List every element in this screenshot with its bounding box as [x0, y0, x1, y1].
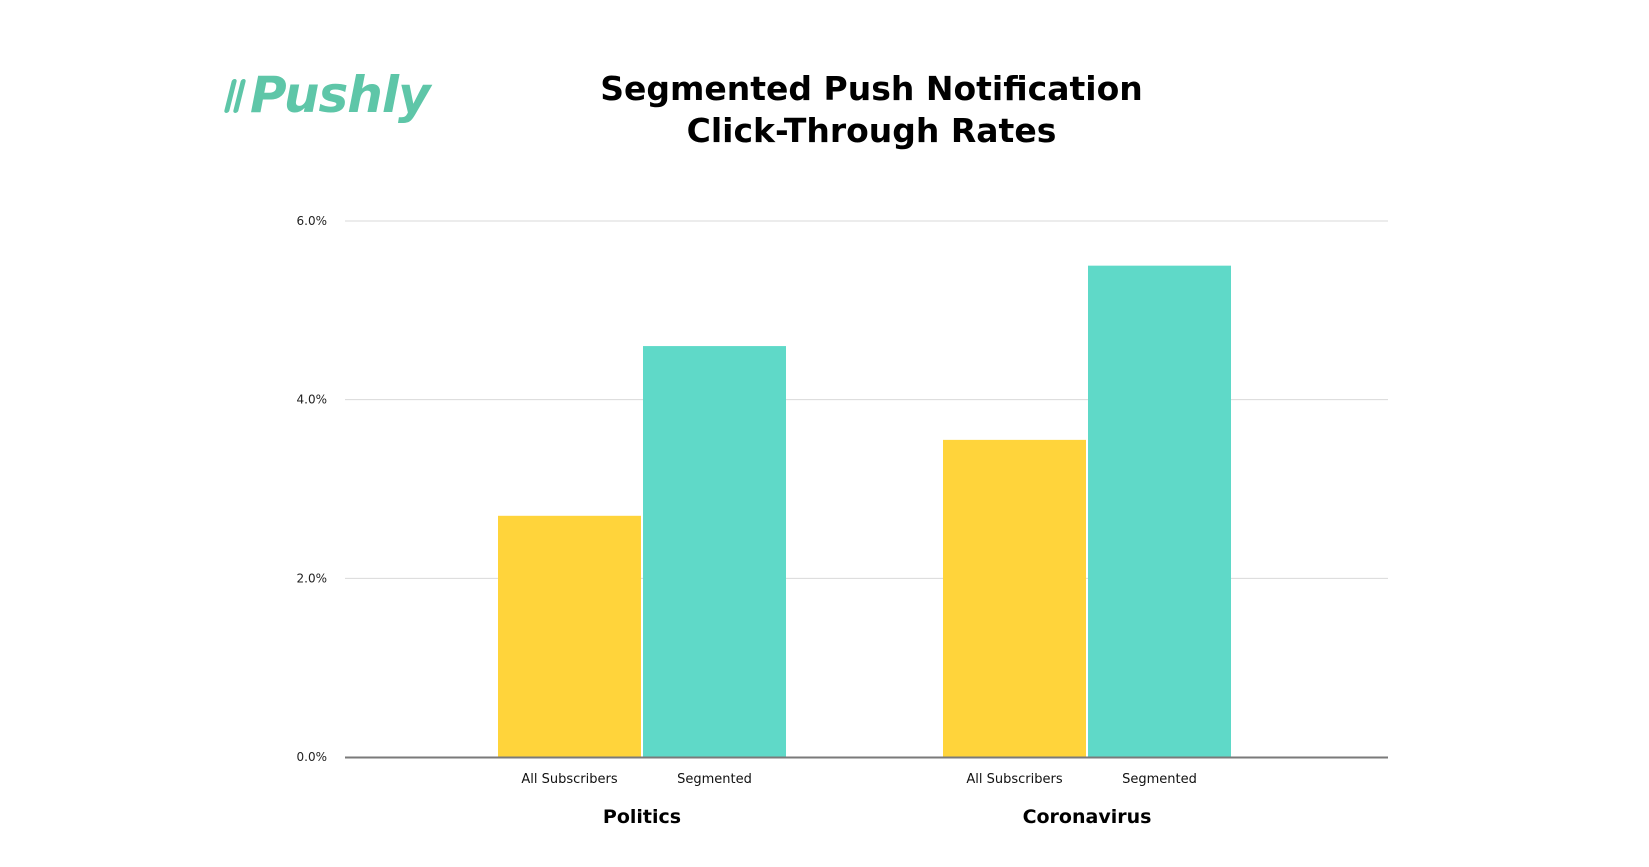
- bar-politics-all-subscribers: [498, 515, 641, 757]
- pushly-logo: Pushly: [223, 60, 431, 130]
- y-tick-label: 0.0%: [297, 750, 328, 764]
- chart-title: Segmented Push Notification: [600, 69, 1143, 108]
- x-category-label: Segmented: [677, 772, 752, 787]
- bar-politics-segmented: [643, 346, 786, 757]
- chart-bars: [498, 265, 1231, 757]
- y-tick-label: 6.0%: [297, 214, 328, 228]
- y-tick-label: 4.0%: [297, 393, 328, 407]
- x-category-label: All Subscribers: [521, 772, 617, 787]
- x-group-label: Coronavirus: [1023, 806, 1152, 828]
- chart-labels: 0.0% 2.0% 4.0% 6.0% All Subscribers Segmented…: [297, 214, 1197, 828]
- x-category-label: Segmented: [1122, 772, 1197, 787]
- x-category-label: All Subscribers: [966, 772, 1062, 787]
- x-group-label: Politics: [603, 806, 681, 828]
- chart-subtitle: Click-Through Rates: [686, 111, 1057, 150]
- bar-coronavirus-segmented: [1088, 265, 1231, 757]
- y-tick-label: 2.0%: [297, 571, 328, 585]
- logo-text: Pushly: [250, 66, 431, 124]
- chart-title-block: Segmented Push Notification Click-Throug…: [0, 68, 1649, 152]
- bar-coronavirus-all-subscribers: [943, 439, 1086, 757]
